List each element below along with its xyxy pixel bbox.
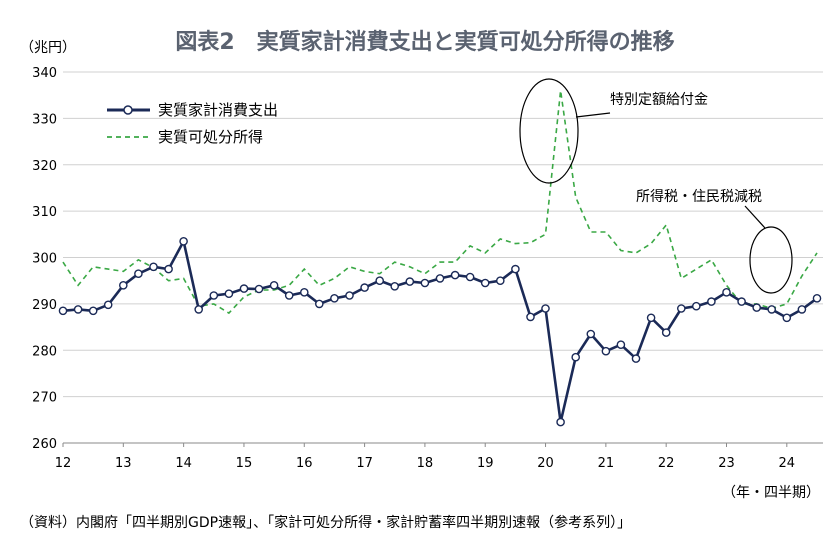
data-point-consumption	[631, 354, 641, 363]
annotation-text-cash-payment: 特別定額給付金	[610, 92, 708, 108]
y-tick-label-270: 270	[32, 391, 57, 406]
annotation-leader-cash-payment	[575, 112, 611, 118]
data-point-consumption	[330, 293, 339, 303]
x-axis-unit-label: （年・四半期）	[722, 485, 820, 501]
x-tick-label-22: 22	[658, 456, 675, 471]
series-line-consumption	[62, 240, 818, 424]
data-point-consumption	[345, 291, 354, 300]
data-point-consumption	[526, 312, 535, 322]
y-axis-ticks: 260 270 280 290 300 310 320 330 340	[32, 66, 57, 452]
data-point-consumption	[299, 287, 309, 297]
legend: 実質家計消費支出 実質可処分所得	[107, 101, 278, 146]
data-point-consumption	[601, 346, 611, 356]
y-tick-label-340: 340	[32, 66, 57, 81]
x-tick-label-19: 19	[477, 456, 494, 471]
x-tick-label-21: 21	[598, 456, 615, 471]
data-point-consumption	[209, 291, 219, 300]
x-tick-label-20: 20	[537, 456, 554, 471]
legend-marker-consumption	[123, 105, 133, 115]
data-point-consumption	[556, 417, 565, 427]
annotation-ellipse-cash-payment	[519, 78, 579, 184]
x-tick-label-18: 18	[417, 456, 434, 471]
data-point-consumption	[239, 284, 249, 293]
data-point-consumption	[812, 293, 822, 303]
x-tick-label-15: 15	[236, 456, 253, 471]
y-tick-label-300: 300	[32, 252, 57, 267]
data-point-consumption	[767, 305, 777, 314]
data-point-consumption	[58, 306, 68, 316]
y-tick-label-290: 290	[32, 298, 57, 313]
data-point-consumption	[752, 303, 762, 312]
y-tick-label-320: 320	[32, 159, 57, 174]
source-note: （資料）内閣府「四半期別GDP速報」、「家計可処分所得・家計貯蓄率四半期別速報（…	[20, 514, 631, 531]
data-point-consumption	[134, 269, 143, 279]
data-point-consumption	[103, 300, 113, 310]
x-tick-label-12: 12	[55, 456, 72, 471]
x-axis-ticks: 12 13 14 15 16 17 18 19 20 21 22 23 24	[55, 443, 795, 471]
data-point-consumption	[737, 297, 746, 306]
data-point-consumption	[164, 264, 173, 274]
annotation-ellipse-tax-cut	[749, 226, 793, 294]
data-point-consumption	[797, 305, 807, 314]
y-tick-label-280: 280	[32, 344, 57, 359]
annotation-text-tax-cut: 所得税・住民税減税	[636, 188, 762, 205]
data-point-consumption	[224, 289, 234, 299]
data-point-consumption	[661, 328, 671, 337]
data-point-consumption	[179, 236, 188, 246]
data-point-consumption	[692, 301, 701, 311]
data-point-consumption	[405, 277, 415, 286]
y-tick-label-310: 310	[32, 205, 57, 220]
chart-title: 図表2 実質家計消費支出と実質可処分所得の推移	[175, 29, 674, 55]
data-point-consumption	[314, 299, 324, 309]
x-tick-label-23: 23	[718, 456, 735, 471]
data-point-consumption	[119, 280, 128, 290]
gridlines	[63, 71, 823, 444]
x-tick-label-14: 14	[175, 456, 192, 471]
x-tick-label-13: 13	[115, 456, 132, 471]
y-tick-label-330: 330	[32, 112, 57, 127]
x-tick-label-16: 16	[296, 456, 313, 471]
data-point-consumption	[420, 278, 430, 288]
legend-label-consumption: 実質家計消費支出	[158, 101, 278, 119]
data-point-consumption	[88, 306, 98, 316]
data-point-consumption	[571, 352, 581, 362]
data-point-consumption	[707, 297, 716, 306]
legend-label-income: 実質可処分所得	[158, 128, 263, 146]
annotation-tax-cut: 所得税・住民税減税	[636, 188, 793, 294]
x-tick-label-17: 17	[356, 456, 373, 471]
data-point-consumption	[586, 329, 596, 339]
data-point-consumption	[269, 280, 279, 290]
data-point-consumption	[782, 313, 792, 323]
data-point-consumption	[254, 284, 264, 294]
data-point-consumption	[677, 304, 686, 313]
data-point-consumption	[149, 262, 158, 272]
data-point-consumption	[646, 313, 656, 323]
data-point-consumption	[194, 305, 203, 314]
data-point-consumption	[390, 281, 400, 291]
data-point-consumption	[480, 278, 490, 288]
data-point-consumption	[450, 270, 460, 280]
data-point-consumption	[73, 305, 83, 314]
series-line-income	[62, 90, 818, 315]
x-tick-label-24: 24	[779, 456, 796, 471]
series-layer	[58, 90, 822, 427]
data-point-consumption	[360, 283, 369, 292]
data-point-consumption	[511, 264, 520, 274]
data-point-consumption	[541, 304, 550, 313]
data-point-consumption	[435, 274, 445, 283]
data-point-consumption	[616, 340, 626, 350]
annotation-cash-payment: 特別定額給付金	[519, 78, 708, 184]
y-axis-unit-label: （兆円）	[20, 40, 76, 56]
data-point-consumption	[495, 276, 505, 286]
data-point-consumption	[375, 276, 385, 286]
annotation-leader-tax-cut	[744, 205, 766, 229]
y-tick-label-260: 260	[32, 437, 57, 452]
data-point-consumption	[465, 272, 475, 282]
data-point-consumption	[722, 287, 731, 297]
data-point-consumption	[284, 291, 294, 300]
